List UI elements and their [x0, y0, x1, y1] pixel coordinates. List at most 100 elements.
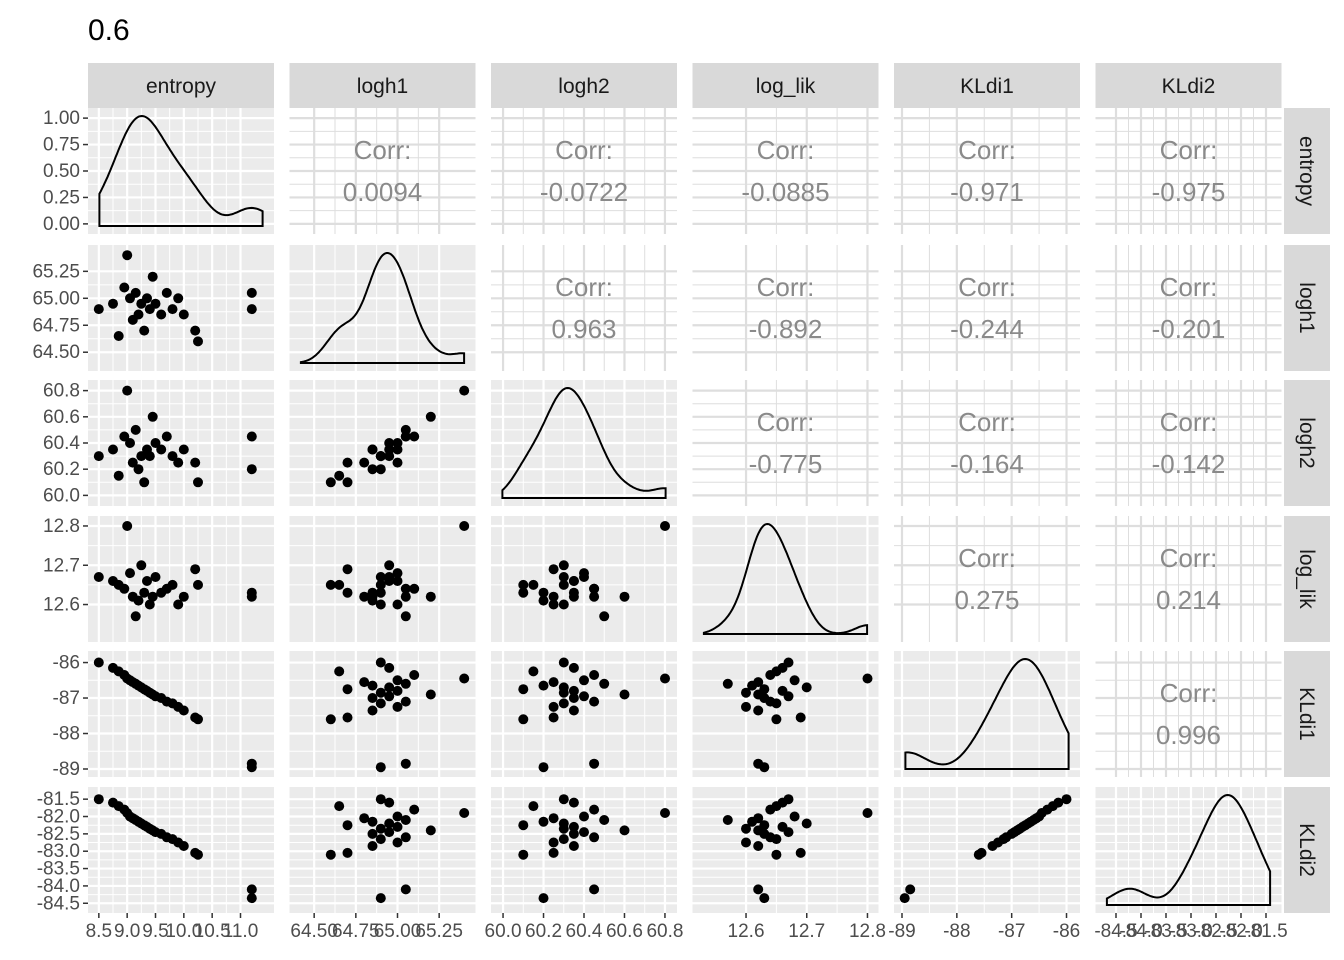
- point-log_lik-KLdi1-4: [862, 673, 873, 684]
- x-tick-label: 65.00: [374, 921, 422, 942]
- y-tick-label: 64.75: [32, 315, 80, 336]
- point-entropy-log_lik-12: [144, 599, 155, 610]
- point-logh1-KLdi2-20: [342, 847, 353, 858]
- point-entropy-KLdi1-21: [193, 714, 203, 725]
- point-logh1-log_lik-3: [409, 583, 420, 594]
- x-tick-label: -81.5: [1244, 921, 1287, 942]
- point-logh1-logh2-18: [392, 457, 403, 468]
- point-logh1-KLdi2-19: [367, 841, 378, 851]
- point-logh2-log_lik-11: [568, 576, 579, 586]
- y-tick-label: -87: [53, 688, 80, 709]
- panel-logh1-log_lik: Corr: -0.892: [692, 245, 879, 371]
- panel-background: [289, 651, 476, 777]
- point-logh2-KLdi2-23: [538, 893, 549, 904]
- point-logh1-log_lik-18: [392, 599, 403, 610]
- point-log_lik-KLdi2-12: [741, 823, 751, 834]
- point-logh2-KLdi2-7: [599, 815, 610, 825]
- point-logh1-KLdi1-20: [342, 712, 353, 723]
- point-logh1-log_lik-12: [375, 599, 386, 610]
- density-curve-KLdi2: [1105, 793, 1272, 906]
- point-entropy-log_lik-8: [133, 595, 144, 606]
- x-tick-label: -88: [943, 921, 970, 942]
- x-tick-label: -89: [888, 921, 915, 942]
- point-entropy-logh1-8: [133, 309, 144, 320]
- point-logh2-KLdi1-15: [568, 693, 579, 703]
- strip-top-label-log_lik: log_lik: [756, 75, 816, 98]
- point-log_lik-KLdi2-18: [741, 837, 751, 848]
- point-logh2-KLdi1-20: [548, 712, 559, 723]
- point-logh2-KLdi2-12: [558, 823, 569, 834]
- y-tick-label: 64.50: [32, 342, 80, 363]
- corr-value: -0.975: [1152, 177, 1226, 207]
- point-logh1-log_lik-14: [384, 572, 395, 582]
- point-logh2-log_lik-21: [518, 579, 529, 590]
- point-logh2-log_lik-8: [538, 595, 549, 606]
- point-entropy-logh2-10: [139, 477, 150, 488]
- panel-log_lik-logh2: [491, 516, 677, 642]
- panel-KLdi2-log_lik: [692, 787, 879, 913]
- point-logh1-KLdi2-1: [384, 797, 395, 808]
- panel-entropy-entropy: [88, 108, 274, 234]
- point-logh1-KLdi1-19: [367, 705, 378, 716]
- point-log_lik-KLdi1-3: [765, 670, 776, 680]
- x-tick-label: -84.5: [1094, 921, 1137, 942]
- point-logh1-KLdi2-4: [459, 808, 470, 818]
- strip-right-KLdi2: [1284, 787, 1330, 913]
- x-tick-label: 12.7: [788, 921, 825, 942]
- y-tick-label: 0.00: [43, 214, 80, 235]
- point-logh1-KLdi2-8: [367, 816, 378, 827]
- point-entropy-KLdi2-22: [246, 884, 257, 895]
- panel-logh1-logh1: [289, 245, 476, 371]
- point-logh2-KLdi1-1: [568, 662, 579, 673]
- point-logh2-KLdi1-12: [558, 687, 569, 698]
- y-tick-label: 60.0: [43, 485, 80, 506]
- strip-top-KLdi1: [894, 63, 1080, 108]
- point-log_lik-KLdi1-12: [741, 687, 751, 698]
- point-entropy-logh1-22: [246, 287, 257, 298]
- x-tick-label: 60.6: [606, 921, 643, 942]
- point-entropy-log_lik-0: [93, 572, 104, 582]
- point-log_lik-KLdi2-9: [801, 818, 812, 829]
- y-tick-label: 1.00: [43, 108, 80, 129]
- point-entropy-logh2-19: [178, 444, 189, 455]
- point-entropy-log_lik-18: [173, 599, 184, 610]
- y-tick-label: -86: [53, 653, 80, 674]
- point-log_lik-KLdi2-20: [795, 847, 806, 858]
- point-log_lik-KLdi2-22: [753, 884, 764, 895]
- point-logh2-KLdi2-2: [528, 801, 539, 812]
- corr-value: -0.892: [749, 314, 823, 344]
- point-logh1-KLdi1-18: [392, 701, 403, 712]
- point-logh1-KLdi1-14: [384, 691, 395, 702]
- panel-log_lik-KLdi1: Corr: 0.275: [894, 516, 1080, 642]
- point-logh1-logh2-21: [325, 477, 336, 488]
- point-logh1-KLdi2-21: [325, 849, 336, 860]
- point-entropy-log_lik-21: [193, 579, 203, 590]
- point-logh1-log_lik-23: [375, 587, 386, 598]
- point-entropy-KLdi2-23: [246, 893, 257, 904]
- y-tick-label: 60.2: [43, 459, 80, 480]
- point-logh1-logh2-10: [342, 477, 353, 488]
- strip-top-label-KLdi2: KLdi2: [1162, 75, 1216, 98]
- point-entropy-KLdi1-23: [246, 762, 257, 773]
- point-log_lik-KLdi2-8: [747, 816, 758, 827]
- point-logh2-KLdi2-18: [548, 837, 559, 848]
- point-entropy-logh1-2: [113, 331, 124, 341]
- y-tick-label: -89: [53, 759, 80, 780]
- x-tick-label: 60.2: [525, 921, 562, 942]
- corr-value: -0.244: [950, 314, 1024, 344]
- point-logh1-log_lik-10: [342, 587, 353, 598]
- point-logh1-log_lik-5: [392, 568, 403, 579]
- panel-log_lik-logh1: [289, 516, 476, 642]
- panel-KLdi2-logh1: [289, 787, 476, 913]
- panel-log_lik-log_lik: [692, 516, 879, 642]
- point-logh1-logh2-8: [367, 464, 378, 475]
- point-logh1-logh2-9: [384, 451, 395, 462]
- point-logh2-KLdi1-4: [660, 673, 670, 684]
- point-logh1-KLdi2-10: [342, 820, 353, 831]
- point-entropy-logh2-16: [161, 431, 172, 442]
- point-entropy-logh2-6: [127, 457, 138, 468]
- panel-logh1-entropy: [88, 245, 274, 371]
- point-logh2-log_lik-7: [599, 611, 610, 622]
- point-logh2-KLdi2-21: [518, 849, 529, 860]
